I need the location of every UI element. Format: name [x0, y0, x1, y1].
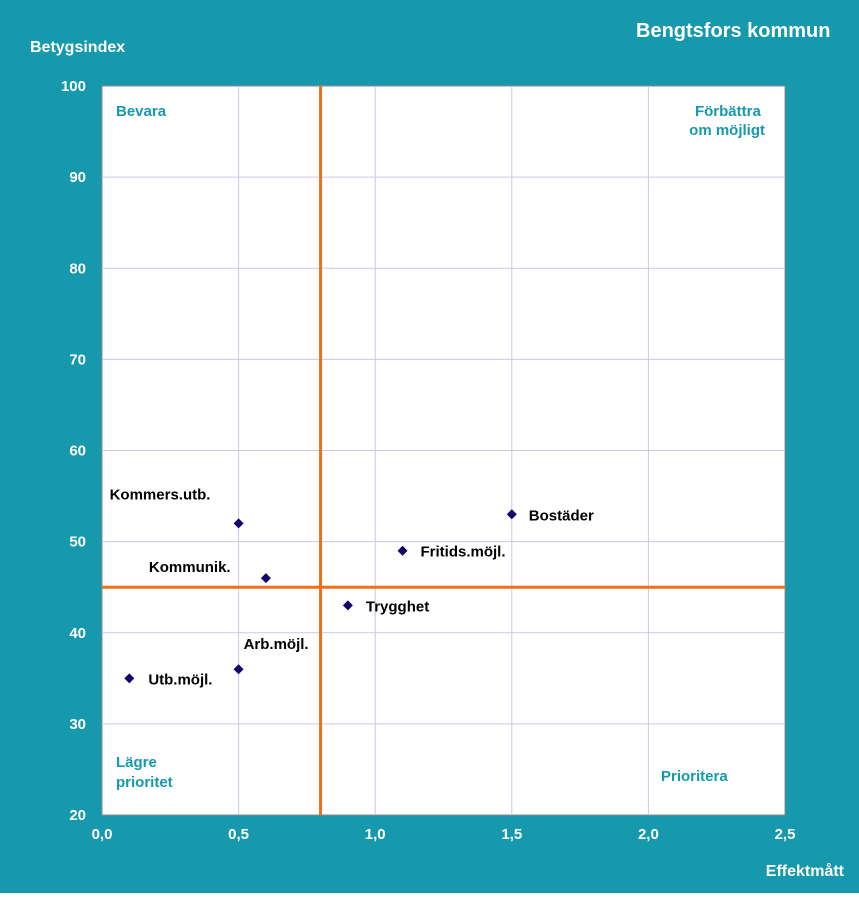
- quadrant-label-bottom-left-line1: Lägre: [116, 754, 157, 771]
- y-tick-label: 70: [69, 351, 86, 368]
- point-label: Bostäder: [529, 507, 594, 524]
- point-label: Arb.möjl.: [244, 636, 309, 653]
- point-label: Kommunik.: [149, 559, 231, 576]
- point-label: Utb.möjl.: [148, 671, 212, 688]
- y-tick-label: 60: [69, 443, 86, 460]
- quadrant-label-bottom-right: Prioritera: [661, 768, 728, 785]
- quadrant-label-top-left: Bevara: [116, 103, 167, 120]
- quadrant-label-bottom-left: Lägre prioritet: [116, 754, 173, 791]
- data-point: [260, 573, 271, 584]
- point-label: Kommers.utb.: [110, 486, 211, 503]
- data-point: [233, 664, 244, 675]
- y-axis-label: Betygsindex: [30, 39, 125, 56]
- y-tick-label: 80: [69, 260, 86, 277]
- y-tick-label: 50: [69, 534, 86, 551]
- quadrant-label-top-right: Förbättra om möjligt: [689, 103, 765, 139]
- x-tick-labels: 0,0 0,5 1,0 1,5 2,0 2,5: [92, 826, 796, 843]
- data-point: [397, 545, 408, 556]
- y-tick-labels: 20 30 40 50 60 70 80 90 100: [61, 78, 86, 824]
- x-tick-label: 0,0: [92, 826, 113, 843]
- quadrant-label-top-right-line1: Förbättra: [695, 103, 761, 120]
- chart-title: Bengtsfors kommun: [636, 20, 830, 42]
- quadrant-label-bottom-left-line2: prioritet: [116, 774, 173, 791]
- quadrant-label-top-right-line2: om möjligt: [689, 122, 765, 139]
- x-tick-label: 1,5: [501, 826, 522, 843]
- data-point: [124, 673, 135, 684]
- y-tick-label: 40: [69, 625, 86, 642]
- data-point: [342, 600, 353, 611]
- data-point: [506, 509, 517, 520]
- x-tick-label: 0,5: [228, 826, 249, 843]
- x-axis-label: Effektmått: [766, 862, 845, 880]
- point-labels: Kommers.utb. Kommunik. Arb.möjl. Utb.möjl. T…: [110, 486, 594, 688]
- data-point: [233, 518, 244, 529]
- y-tick-label: 90: [69, 169, 86, 186]
- y-tick-label: 30: [69, 716, 86, 733]
- point-label: Fritids.möjl.: [421, 544, 506, 561]
- x-tick-label: 2,5: [775, 826, 796, 843]
- x-tick-label: 2,0: [638, 826, 659, 843]
- y-tick-label: 20: [69, 807, 86, 824]
- data-points: [124, 509, 517, 684]
- y-tick-label: 100: [61, 78, 86, 95]
- quadrant-lines: [102, 86, 785, 815]
- x-tick-label: 1,0: [365, 826, 386, 843]
- point-label: Trygghet: [366, 598, 429, 615]
- gridlines: [102, 86, 785, 815]
